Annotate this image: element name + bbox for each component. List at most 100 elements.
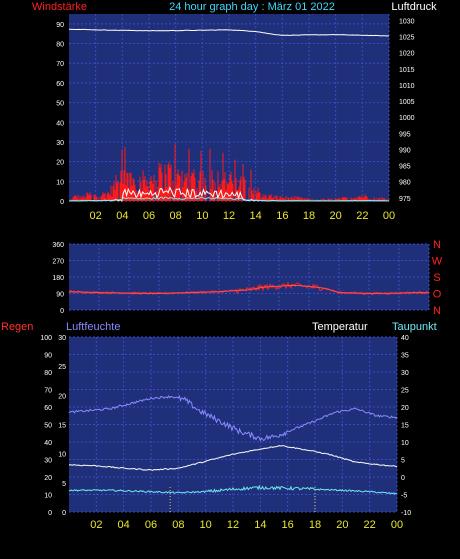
wind-tick-label: 20: [56, 160, 64, 167]
temperature-tick-label: 15: [401, 423, 409, 430]
compass-label: N: [433, 305, 441, 317]
rain-tick-label: 0: [48, 510, 52, 517]
time-tick-label: 04: [118, 519, 130, 531]
compass-label: O: [433, 289, 442, 301]
compass-label: S: [433, 272, 440, 284]
direction-tick-label: 270: [52, 259, 64, 266]
wind-axis-ticks: 0 10 20 30 40 50 60 70 80 90: [56, 22, 64, 206]
humidity-tick-label: 0: [62, 510, 66, 517]
rain-tick-label: 70: [44, 388, 52, 395]
time-tick-label: 22: [356, 210, 368, 222]
wind-tick-label: 0: [60, 199, 64, 206]
temperature-label: Temperatur: [312, 321, 368, 333]
wind-tick-label: 80: [56, 42, 64, 49]
temperature-tick-label: -10: [401, 510, 411, 517]
rain-tick-label: 10: [44, 493, 52, 500]
humidity-tick-label: 25: [58, 364, 66, 371]
header-pressure-label: Luftdruck: [391, 1, 437, 13]
time-tick-label: 02: [90, 210, 102, 222]
wind-tick-label: 90: [56, 22, 64, 29]
pressure-tick-label: 1030: [399, 18, 415, 25]
rain-tick-label: 30: [44, 458, 52, 465]
temperature-axis-ticks: -10 -5 0 5 10 15 20 25 30 35 40: [401, 335, 411, 517]
time-tick-label: 12: [223, 210, 235, 222]
temperature-tick-label: 25: [401, 388, 409, 395]
humidity-label: Luftfeuchte: [66, 321, 120, 333]
dewpoint-line: [68, 484, 398, 495]
pressure-tick-label: 980: [399, 180, 411, 187]
rain-tick-label: 50: [44, 423, 52, 430]
pressure-tick-label: 1000: [399, 115, 415, 122]
average-wind-line: [68, 196, 389, 202]
temperature-tick-label: 30: [401, 370, 409, 377]
rain-tick-label: 80: [44, 370, 52, 377]
temperature-tick-label: 20: [401, 405, 409, 412]
temperature-tick-label: 0: [401, 475, 405, 482]
climate-lines: [68, 394, 398, 512]
pressure-tick-label: 1005: [399, 99, 415, 106]
rain-tick-label: 100: [40, 335, 52, 342]
pressure-tick-label: 1010: [399, 83, 415, 90]
time-tick-label: 18: [309, 519, 321, 531]
direction-tick-label: 180: [52, 275, 64, 282]
wind-pressure-lines: [68, 28, 390, 202]
pressure-line: [68, 28, 390, 37]
time-tick-label: 16: [282, 519, 294, 531]
header-wind-label: Windstärke: [32, 1, 87, 13]
time-tick-label: 16: [276, 210, 288, 222]
direction-grid: [69, 243, 430, 311]
wind-tick-label: 40: [56, 120, 64, 127]
humidity-tick-label: 10: [58, 452, 66, 459]
time-tick-label: 18: [303, 210, 315, 222]
rain-tick-label: 90: [44, 353, 52, 360]
wind-tick-label: 30: [56, 140, 64, 147]
wind-tick-label: 10: [56, 179, 64, 186]
climate-time-ticks: 02 04 06 08 10 12 14 16 18 20 22 00: [90, 519, 403, 531]
time-tick-label: 10: [196, 210, 208, 222]
time-tick-label: 08: [170, 210, 182, 222]
pressure-tick-label: 975: [399, 196, 411, 203]
time-tick-label: 00: [391, 519, 403, 531]
humidity-tick-label: 30: [58, 335, 66, 342]
humidity-tick-label: 15: [58, 423, 66, 430]
dewpoint-label: Taupunkt: [392, 321, 437, 333]
wind-time-ticks: 02 04 06 08 10 12 14 16 18 20 22 00: [90, 210, 396, 222]
temperature-tick-label: 5: [401, 458, 405, 465]
wind-tick-label: 70: [56, 61, 64, 68]
pressure-tick-label: 1020: [399, 51, 415, 58]
direction-axis-ticks: 0 90 180 270 360: [52, 242, 64, 315]
time-tick-label: 04: [116, 210, 128, 222]
pressure-tick-label: 995: [399, 131, 411, 138]
temperature-tick-label: -5: [401, 493, 407, 500]
wind-tick-label: 50: [56, 101, 64, 108]
pressure-axis-ticks: 975 980 985 990 995 1000 1005 1010 1015 1020 1025 1…: [399, 18, 415, 202]
rain-axis-ticks: 0 10 20 30 40 50 60 70 80 90 100: [40, 335, 52, 517]
time-tick-label: 22: [364, 519, 376, 531]
temperature-tick-label: 40: [401, 335, 409, 342]
time-tick-label: 08: [172, 519, 184, 531]
time-tick-label: 02: [90, 519, 102, 531]
time-tick-label: 20: [330, 210, 342, 222]
pressure-tick-label: 1025: [399, 35, 415, 42]
time-tick-label: 06: [145, 519, 157, 531]
time-tick-label: 14: [250, 210, 262, 222]
humidity-axis-ticks: 0 5 10 15 20 25 30: [58, 335, 66, 517]
pressure-tick-label: 990: [399, 147, 411, 154]
pressure-tick-label: 1015: [399, 67, 415, 74]
page-title: 24 hour graph day : März 01 2022: [169, 1, 335, 13]
pressure-tick-label: 985: [399, 164, 411, 171]
time-tick-label: 00: [383, 210, 395, 222]
time-tick-label: 10: [200, 519, 212, 531]
rain-tick-label: 40: [44, 440, 52, 447]
direction-lines: [68, 281, 430, 296]
temperature-tick-label: 10: [401, 440, 409, 447]
time-tick-label: 14: [254, 519, 266, 531]
wind-tick-label: 60: [56, 81, 64, 88]
direction-tick-label: 360: [52, 242, 64, 249]
temperature-tick-label: 35: [401, 353, 409, 360]
